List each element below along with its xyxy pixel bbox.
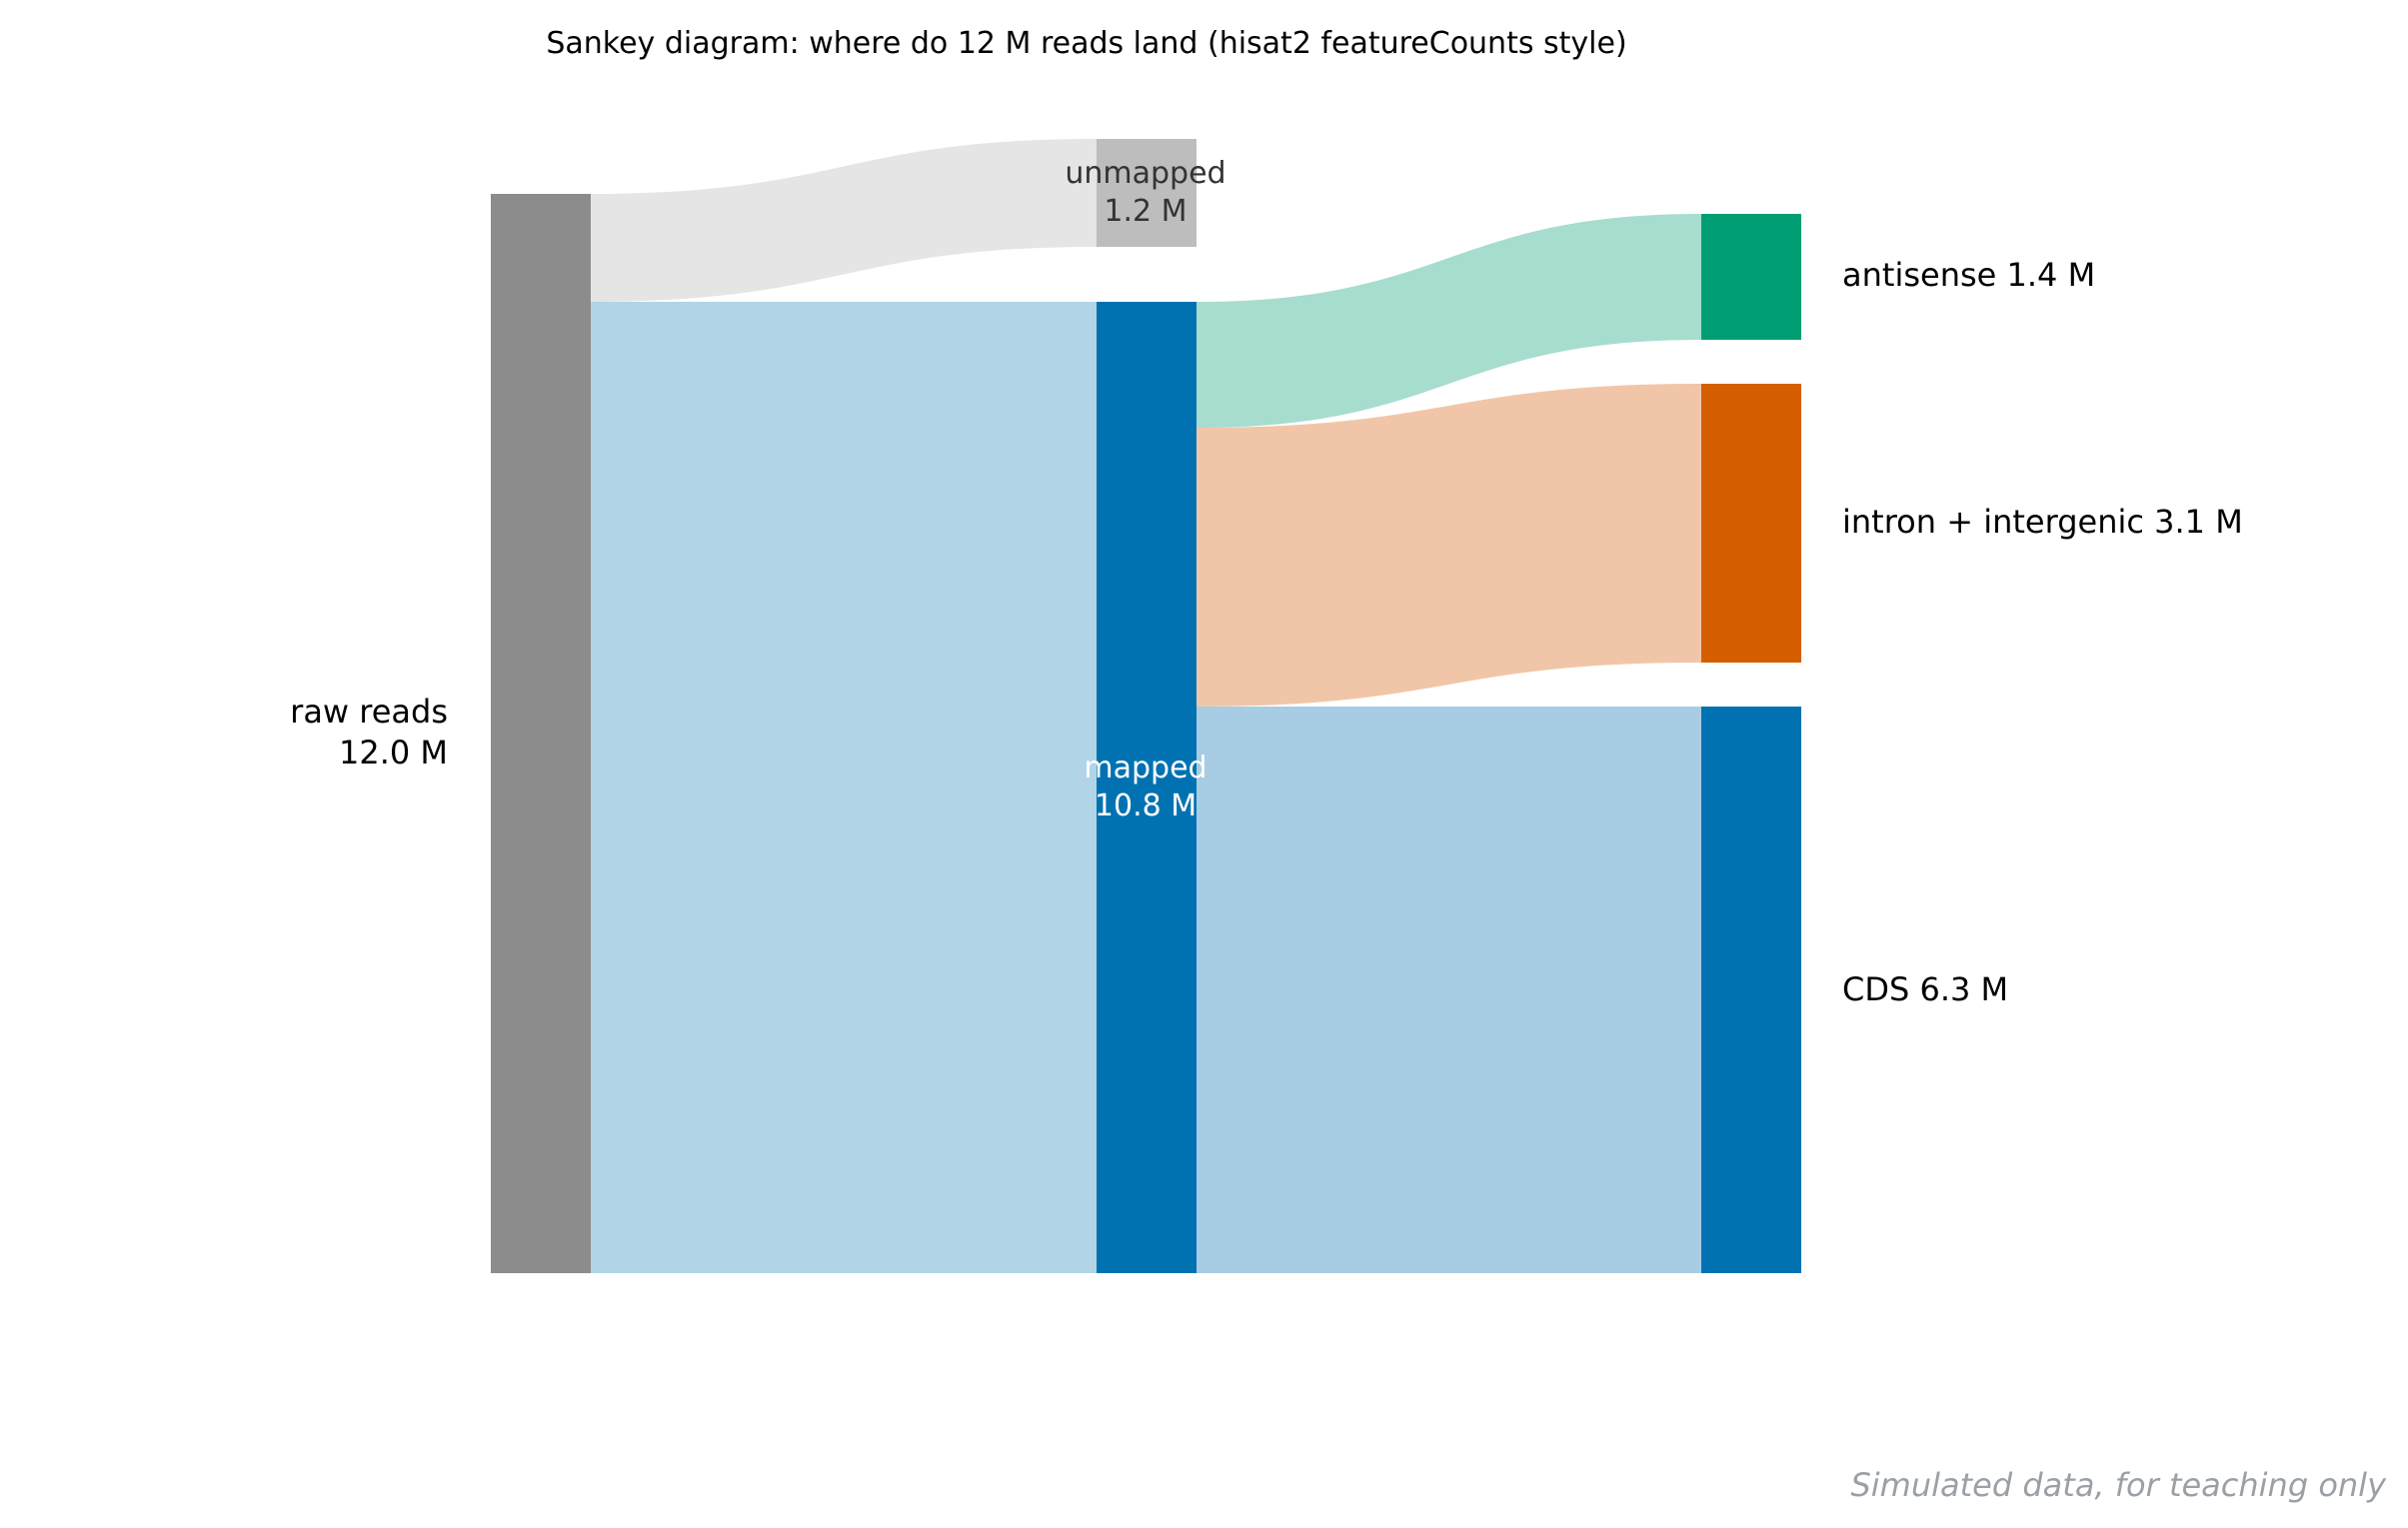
label-antisense: antisense 1.4 M (1842, 256, 2095, 294)
label-mapped-value: 10.8 M (1095, 788, 1197, 823)
label-cds: CDS 6.3 M (1842, 970, 2008, 1008)
node-intron-intergenic (1701, 384, 1801, 663)
label-mapped-name: mapped (1084, 751, 1206, 785)
chart-title: Sankey diagram: where do 12 M reads land… (546, 26, 1626, 61)
link-raw-to-unmapped (591, 139, 1097, 302)
node-mapped (1097, 302, 1197, 1273)
label-raw-reads-name: raw reads (290, 693, 448, 731)
link-mapped-to-cds (1197, 707, 1701, 1273)
link-raw-to-mapped (591, 302, 1097, 1273)
label-unmapped-name: unmapped (1065, 156, 1225, 191)
label-unmapped-value: 1.2 M (1104, 194, 1187, 229)
label-intron-intergenic: intron + intergenic 3.1 M (1842, 503, 2243, 541)
node-labels: raw reads 12.0 M unmapped 1.2 M mapped 1… (290, 156, 2243, 1008)
node-raw-reads (491, 194, 591, 1273)
link-mapped-to-intron-intergenic (1197, 384, 1701, 707)
label-raw-reads-value: 12.0 M (339, 734, 448, 771)
link-mapped-to-antisense (1197, 214, 1701, 428)
flow-nodes (491, 139, 1801, 1273)
flow-links (591, 139, 1701, 1273)
node-unmapped (1097, 139, 1197, 247)
node-cds (1701, 707, 1801, 1273)
node-antisense (1701, 214, 1801, 340)
footnote: Simulated data, for teaching only (1850, 1466, 2387, 1504)
